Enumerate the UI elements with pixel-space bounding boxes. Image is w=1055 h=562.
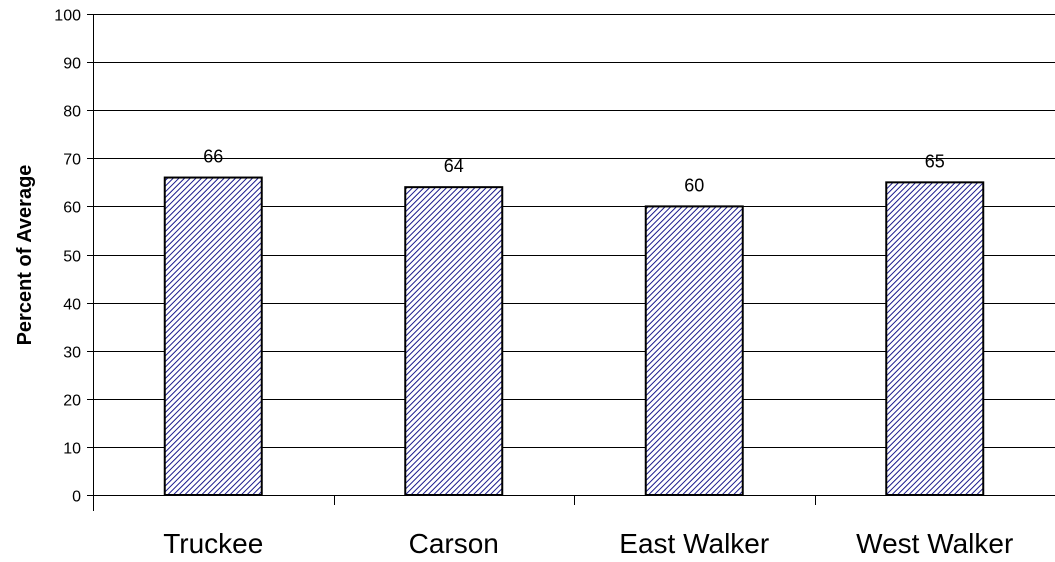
y-tick-label: 90 [63, 56, 81, 73]
y-tick-label: 0 [72, 489, 81, 506]
y-tick-label: 10 [63, 441, 81, 458]
axes [87, 14, 1055, 511]
data-label: 60 [684, 175, 704, 195]
labels: 0 10 20 30 40 50 60 70 80 90 100 66 Truckee 64 Carson 6… [54, 8, 1013, 560]
y-tick-label: 100 [54, 8, 81, 25]
x-category-label: Truckee [163, 528, 263, 559]
y-tick-label: 60 [63, 200, 81, 217]
data-label: 66 [203, 147, 223, 167]
data-label: 64 [444, 156, 464, 176]
y-tick-label: 70 [63, 152, 81, 169]
data-label: 65 [925, 151, 945, 171]
y-tick-label: 50 [63, 249, 81, 266]
bar-east-walker [644, 205, 744, 496]
bar-truckee [163, 176, 263, 496]
x-category-label: West Walker [856, 528, 1013, 559]
y-tick-label: 80 [63, 104, 81, 121]
y-tick-label: 30 [63, 345, 81, 362]
bar-carson [404, 186, 504, 496]
y-axis-title: Percent of Average [14, 165, 36, 346]
x-category-label: East Walker [619, 528, 769, 559]
bar-west-walker [885, 181, 985, 496]
y-tick-label: 20 [63, 393, 81, 410]
y-tick-label: 40 [63, 297, 81, 314]
x-category-label: Carson [409, 528, 499, 559]
